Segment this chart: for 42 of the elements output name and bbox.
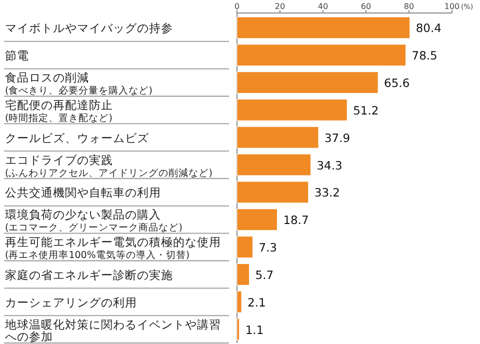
- y-tick-label: カーシェアリングの利用: [5, 295, 137, 310]
- y-tick-label: 再生可能エネルギー電気の積極的な使用(再エネ使用率100%電気等の導入・切替): [5, 235, 221, 262]
- y-tick-label: 家庭の省エネルギー診断の実施: [5, 268, 173, 282]
- data-label: 78.5: [412, 48, 438, 63]
- x-tick-label: 60: [360, 2, 372, 11]
- data-label: 51.2: [353, 103, 379, 118]
- data-label: 33.2: [314, 186, 340, 200]
- y-tick-label: マイボトルやマイバッグの持参: [5, 21, 173, 36]
- y-tick-label: エコドライブの実践(ふんわりアクセル、アイドリングの削減など): [5, 152, 212, 179]
- bar: [236, 181, 309, 204]
- bar: [236, 264, 250, 286]
- x-tick-label: 80: [404, 2, 414, 11]
- bar: [236, 72, 378, 94]
- y-tick-label: 公共交通機関や自転車の利用: [5, 186, 161, 200]
- y-tick-label: 地球温暖化対策に関わるイベントや講習への参加: [4, 317, 221, 344]
- bar: [236, 290, 242, 313]
- y-tick-label: 節電: [5, 48, 29, 63]
- data-label: 2.1: [248, 295, 266, 310]
- bar: [236, 318, 240, 340]
- data-label: 5.7: [255, 268, 274, 282]
- y-tick-label: クールビズ、ウォームビズ: [5, 130, 150, 145]
- data-label: 1.1: [245, 322, 264, 337]
- bar: [236, 99, 348, 121]
- data-label: 34.3: [316, 158, 342, 172]
- data-label: 18.7: [283, 213, 309, 228]
- x-tick-label: 0: [234, 2, 240, 11]
- y-tick-label: 食品ロスの削減(食べきり、必要分量を購入など): [5, 70, 152, 97]
- x-tick-label: 20: [274, 2, 286, 11]
- data-label: 65.6: [384, 76, 410, 90]
- data-label: 80.4: [416, 21, 442, 36]
- y-tick-label: 宅配便の再配達防止(時間指定、置き配など): [5, 98, 113, 124]
- bar: [236, 236, 253, 258]
- data-label: 7.3: [258, 240, 277, 255]
- x-tick-label: 100: [444, 2, 460, 11]
- data-label: 37.9: [324, 130, 350, 145]
- bar: [236, 154, 311, 176]
- bar: [236, 44, 406, 66]
- bar: [236, 126, 319, 148]
- y-tick-label: 環境負荷の少ない製品の購入(エコマーク、グリーンマーク商品など): [5, 208, 182, 234]
- x-tick-label: 40: [318, 2, 328, 11]
- bar: [236, 208, 278, 231]
- bar: [236, 16, 410, 39]
